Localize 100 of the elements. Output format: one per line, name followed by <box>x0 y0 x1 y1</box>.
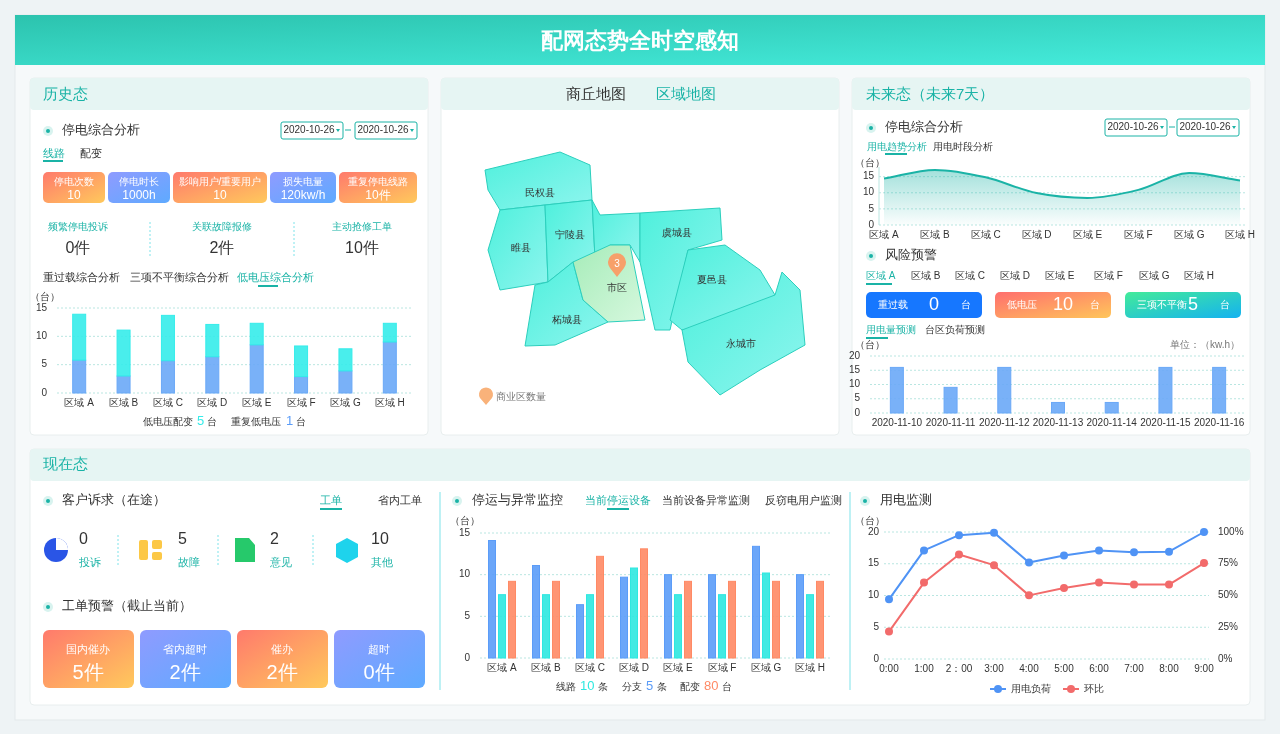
text: 催办 <box>271 642 293 655</box>
text: 2020-10-26 <box>283 123 336 135</box>
x-tick-label: 区域 E <box>241 396 272 408</box>
x-tick-label: 区域 A <box>869 228 900 240</box>
bar <box>116 329 131 377</box>
text: 5 <box>197 413 205 429</box>
x-tick-label: 区域 B <box>108 396 139 408</box>
x-tick-label: 8:00 <box>1159 662 1180 674</box>
bar <box>630 567 638 659</box>
bar <box>1104 401 1119 414</box>
bar <box>498 594 506 659</box>
legend-label: 环比 <box>1084 682 1104 694</box>
text: 当前停运设备 <box>585 493 651 506</box>
text: 用电时段分析 <box>933 140 993 152</box>
text: 配变 <box>680 680 700 692</box>
point <box>1165 580 1173 589</box>
bar <box>674 594 682 659</box>
point <box>885 595 893 604</box>
x-tick-label: 2020-11-14 <box>1086 416 1138 428</box>
text: 10 <box>67 188 81 203</box>
bar <box>889 366 904 414</box>
bar <box>488 540 496 659</box>
text: 台 <box>722 680 732 692</box>
y-tick-label: 5 <box>41 358 48 370</box>
y2-tick-label: 50% <box>1218 589 1239 601</box>
text: 区域地图 <box>656 84 716 102</box>
point <box>1095 546 1103 555</box>
point <box>1200 528 1208 536</box>
y-tick-label: 10 <box>848 378 861 390</box>
text: 风险预警 <box>885 247 937 263</box>
x-tick-label: 2：00 <box>945 662 973 674</box>
text: 1000h <box>122 188 156 203</box>
x-tick-label: 9:00 <box>1194 662 1215 674</box>
x-tick-label: 区域 B <box>920 228 950 240</box>
text: 0 <box>79 530 88 548</box>
text: 区域 A <box>866 269 896 281</box>
text: 单位：（kw.h） <box>1169 338 1240 350</box>
bar <box>752 545 760 659</box>
point <box>955 531 963 540</box>
y-tick-label: 10 <box>862 186 875 198</box>
bar <box>640 548 648 659</box>
text: 区域 G <box>1139 269 1170 281</box>
text: 三项不平衡 <box>1137 298 1187 310</box>
y-tick-label: 5 <box>854 392 861 404</box>
x-tick-label: 区域 D <box>1021 228 1052 240</box>
bar <box>816 580 824 659</box>
bar <box>772 580 780 659</box>
x-tick-label: 2020-11-10 <box>871 416 923 428</box>
text: 用电量预测 <box>866 323 916 335</box>
bar <box>1158 366 1173 414</box>
text: 商业区数量 <box>496 390 546 402</box>
x-tick-label: 区域 H <box>1225 228 1255 240</box>
bar <box>762 572 770 659</box>
x-tick-label: 5:00 <box>1054 662 1075 674</box>
x-tick-label: 区域 G <box>330 396 361 408</box>
y-tick-label: 0 <box>854 406 861 418</box>
text: 睢县 <box>511 241 531 253</box>
y-tick-label: 0 <box>873 652 880 664</box>
bar <box>620 576 628 659</box>
bar <box>294 376 309 394</box>
text: 10 <box>371 530 389 548</box>
point <box>955 550 963 559</box>
x-tick-label: 区域 D <box>197 396 228 408</box>
bar <box>552 580 560 659</box>
bar <box>997 366 1012 414</box>
text: 损失电量 <box>283 175 323 187</box>
bar <box>664 574 672 659</box>
bar <box>72 313 87 361</box>
text: 当前设备异常监测 <box>662 493 750 506</box>
y2-tick-label: 75% <box>1218 557 1239 569</box>
text: 5 <box>1187 293 1199 314</box>
x-tick-label: 区域 G <box>750 661 782 673</box>
text: 台区负荷预测 <box>925 323 985 335</box>
bar <box>205 323 220 358</box>
bar <box>338 348 353 372</box>
legend-label: 用电负荷 <box>1011 682 1051 694</box>
bar <box>542 594 550 659</box>
text: 2件 <box>266 661 298 684</box>
point <box>990 561 998 570</box>
bar <box>160 314 175 362</box>
x-tick-label: 区域 H <box>795 661 825 673</box>
y-axis-title: （台） <box>450 514 480 526</box>
text: 故障 <box>178 555 200 568</box>
text: 关联故障报修 <box>192 220 252 232</box>
text: 停电综合分析 <box>62 122 140 138</box>
x-tick-label: 区域 A <box>64 396 95 408</box>
bar <box>508 580 516 659</box>
y-tick-label: 20 <box>867 525 880 537</box>
text: 配变 <box>80 146 102 159</box>
text: 夏邑县 <box>697 273 727 285</box>
bar <box>205 356 220 394</box>
x-tick-label: 区域 B <box>531 661 562 673</box>
text: 停电时长 <box>119 175 159 187</box>
text: 永城市 <box>726 337 756 349</box>
x-tick-label: 区域 G <box>1173 228 1205 240</box>
text: 区域 H <box>1184 269 1214 281</box>
point <box>1060 551 1068 560</box>
text: 商丘地图 <box>566 84 626 102</box>
text: 其他 <box>371 555 393 568</box>
x-tick-label: 区域 C <box>152 396 183 408</box>
